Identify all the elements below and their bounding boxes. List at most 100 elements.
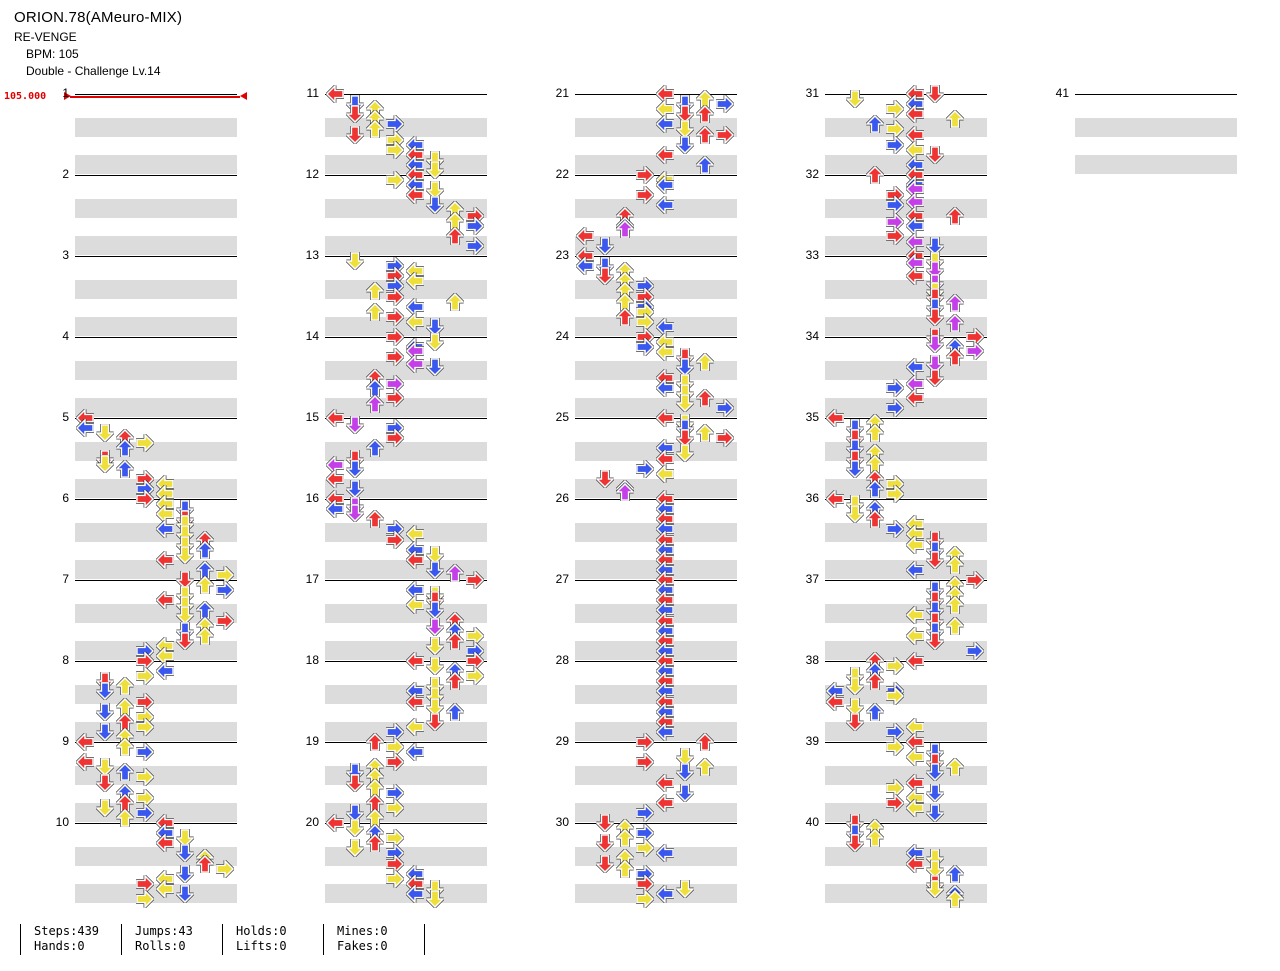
stats-bar: Steps:439 Hands:0 Jumps:43 Rolls:0 Holds… xyxy=(20,924,425,955)
measure-number: 17 xyxy=(305,572,319,586)
note-down-arrow-icon xyxy=(926,879,944,898)
measure-number: 29 xyxy=(555,734,569,748)
beat-band xyxy=(325,523,487,542)
note-left-arrow-icon xyxy=(656,196,674,215)
note-down-arrow-icon xyxy=(426,636,444,655)
note-left-arrow-icon xyxy=(656,145,674,164)
note-left-arrow-icon xyxy=(76,409,94,427)
note-left-arrow-icon xyxy=(406,692,424,711)
note-down-arrow-icon xyxy=(426,657,444,676)
note-left-arrow-icon xyxy=(656,884,674,903)
beat-band xyxy=(75,442,237,461)
beat-band xyxy=(825,236,987,255)
note-left-arrow-icon xyxy=(156,591,174,610)
note-up-arrow-icon xyxy=(616,282,634,301)
note-up-arrow-icon xyxy=(866,424,884,443)
beat-band xyxy=(325,280,487,299)
note-down-arrow-icon xyxy=(846,90,864,109)
note-down-arrow-icon xyxy=(176,884,194,903)
note-right-arrow-icon xyxy=(966,341,984,360)
note-down-arrow-icon xyxy=(676,783,694,802)
beat-band xyxy=(75,155,237,174)
note-up-arrow-icon xyxy=(446,292,464,311)
note-right-arrow-icon xyxy=(636,803,654,822)
beat-band xyxy=(75,317,237,336)
beat-band xyxy=(75,604,237,623)
note-right-arrow-icon xyxy=(466,216,484,235)
note-up-arrow-icon xyxy=(446,672,464,691)
note-left-arrow-icon xyxy=(656,176,674,195)
tempo-marker xyxy=(64,92,247,102)
measure-number: 16 xyxy=(305,491,319,505)
note-down-arrow-icon xyxy=(676,105,694,124)
measure-line xyxy=(75,256,237,257)
note-left-arrow-icon xyxy=(326,469,344,488)
note-down-arrow-icon xyxy=(926,763,944,782)
note-right-arrow-icon xyxy=(386,307,404,326)
note-left-arrow-icon xyxy=(156,662,174,681)
note-down-arrow-icon xyxy=(346,803,364,822)
note-right-arrow-icon xyxy=(466,571,484,589)
measure-line xyxy=(325,337,487,338)
note-up-arrow-icon xyxy=(866,115,884,134)
note-right-arrow-icon xyxy=(216,581,234,600)
note-left-arrow-icon xyxy=(906,606,924,625)
note-right-arrow-icon xyxy=(886,657,904,676)
note-right-arrow-icon xyxy=(386,140,404,159)
note-down-arrow-icon xyxy=(96,773,114,792)
note-down-arrow-icon xyxy=(926,368,944,387)
beat-band xyxy=(75,847,237,866)
note-left-arrow-icon xyxy=(906,560,924,579)
beat-band xyxy=(825,604,987,623)
beat-band xyxy=(575,442,737,461)
note-down-arrow-icon xyxy=(926,236,944,255)
note-down-arrow-icon xyxy=(846,459,864,478)
measure-number: 40 xyxy=(805,815,819,829)
note-up-arrow-icon xyxy=(196,626,214,645)
note-down-arrow-icon xyxy=(346,125,364,144)
measure-number: 27 xyxy=(555,572,569,586)
note-up-arrow-icon xyxy=(946,294,964,313)
measure-number: 38 xyxy=(805,653,819,667)
note-right-arrow-icon xyxy=(386,869,404,888)
bpm-label: BPM: 105 xyxy=(26,47,79,61)
note-left-arrow-icon xyxy=(906,216,924,235)
note-left-arrow-icon xyxy=(576,257,594,276)
note-down-arrow-icon xyxy=(346,415,364,434)
beat-band xyxy=(825,317,987,336)
note-down-arrow-icon xyxy=(926,260,944,279)
note-left-arrow-icon xyxy=(826,692,844,711)
beat-band xyxy=(825,685,987,704)
note-right-arrow-icon xyxy=(466,667,484,686)
measure-line xyxy=(325,94,487,95)
note-left-arrow-icon xyxy=(906,267,924,286)
measure-number: 3 xyxy=(62,248,69,262)
note-down-arrow-icon xyxy=(96,722,114,741)
note-up-arrow-icon xyxy=(616,307,634,326)
measure-number: 26 xyxy=(555,491,569,505)
note-left-arrow-icon xyxy=(326,500,344,519)
beat-band xyxy=(325,479,487,498)
note-down-arrow-icon xyxy=(846,677,864,696)
note-down-arrow-icon xyxy=(426,889,444,908)
note-down-arrow-icon xyxy=(176,829,194,848)
note-down-arrow-icon xyxy=(596,469,614,488)
measure-number: 25 xyxy=(555,410,569,424)
note-left-arrow-icon xyxy=(326,85,344,103)
note-up-arrow-icon xyxy=(366,378,384,397)
measure-number: 2 xyxy=(62,167,69,181)
note-down-arrow-icon xyxy=(426,601,444,620)
note-down-arrow-icon xyxy=(926,803,944,822)
note-up-arrow-icon xyxy=(446,621,464,640)
beat-band xyxy=(825,118,987,137)
note-left-arrow-icon xyxy=(156,879,174,898)
measure-line xyxy=(825,580,987,581)
note-down-arrow-icon xyxy=(426,560,444,579)
note-right-arrow-icon xyxy=(136,667,154,686)
note-up-arrow-icon xyxy=(196,540,214,559)
note-down-arrow-icon xyxy=(846,697,864,716)
note-down-arrow-icon xyxy=(676,444,694,463)
beat-band xyxy=(325,317,487,336)
note-right-arrow-icon xyxy=(136,874,154,893)
beat-band xyxy=(825,766,987,785)
